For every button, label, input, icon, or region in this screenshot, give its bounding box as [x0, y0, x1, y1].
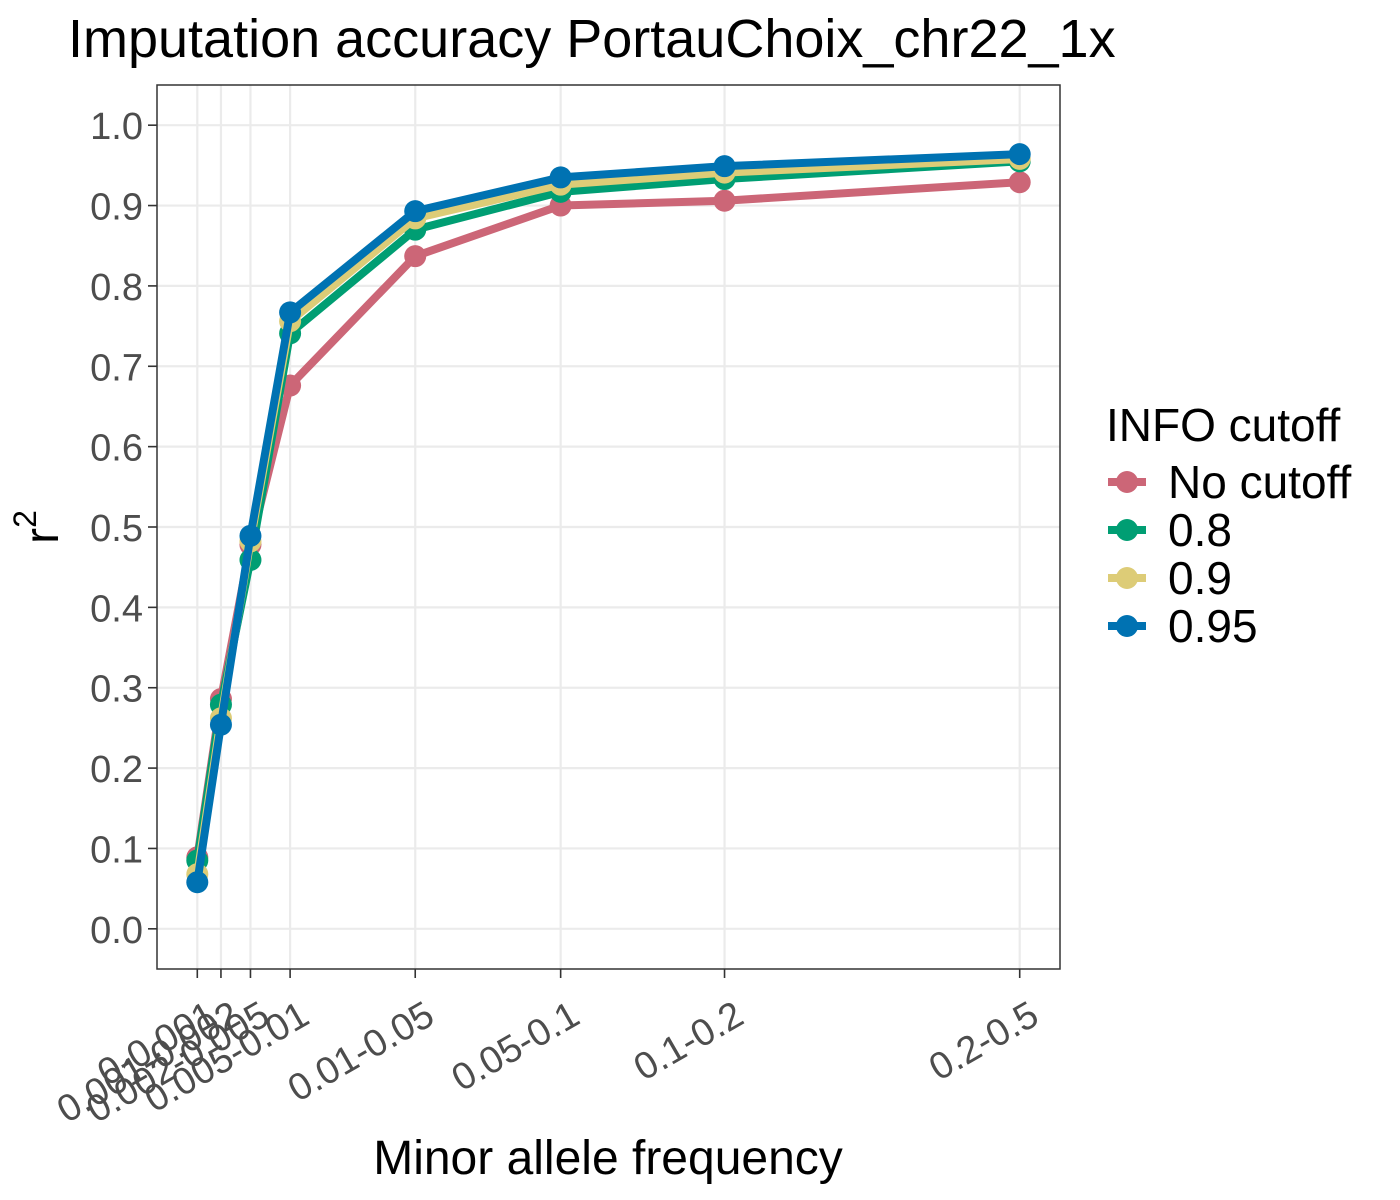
- y-tick-label: 0.3: [90, 669, 143, 711]
- data-point: [279, 301, 302, 324]
- x-tick-label: 0.2-0.5: [922, 994, 1045, 1090]
- legend-key-dot: [1116, 471, 1138, 493]
- grid-lines: [157, 85, 1060, 969]
- x-tick-label: 0.1-0.2: [627, 994, 750, 1090]
- chart-title: Imputation accuracy PortauChoix_chr22_1x: [68, 9, 1116, 69]
- y-tick-label: 0.9: [90, 187, 143, 229]
- legend-key-dot: [1116, 519, 1138, 541]
- data-point: [1008, 143, 1031, 166]
- legend-key: [1106, 554, 1148, 602]
- legend-label: 0.9: [1168, 552, 1232, 604]
- data-point: [713, 155, 736, 178]
- legend-key: [1106, 506, 1148, 554]
- legend-key-dot: [1116, 567, 1138, 589]
- legend-key-dot: [1116, 615, 1138, 637]
- legend-label: No cutoff: [1168, 456, 1352, 508]
- y-tick-label: 0.4: [90, 588, 143, 630]
- data-point: [186, 871, 209, 894]
- x-tick-label: 0.05-0.1: [445, 994, 587, 1100]
- y-tick-label: 0.8: [90, 267, 143, 309]
- data-point: [209, 713, 232, 736]
- data-point: [404, 200, 427, 223]
- y-tick-label: 0.0: [90, 910, 143, 952]
- data-point: [239, 524, 262, 547]
- series-line: [193, 157, 1024, 865]
- data-point: [404, 245, 427, 268]
- y-tick-label: 0.2: [90, 749, 143, 791]
- legend-items: No cutoff 0.8 0.9 0.95: [1106, 456, 1352, 652]
- y-tick-label: 0.1: [90, 829, 143, 871]
- legend-item: 0.9: [1106, 552, 1351, 604]
- series-lines: [186, 143, 1031, 894]
- series-0-8: [186, 150, 1031, 872]
- y-tick-label: 1.0: [90, 106, 143, 148]
- y-tick-label: 0.7: [90, 347, 143, 389]
- legend-item: 0.95: [1106, 600, 1351, 652]
- data-point: [1008, 171, 1031, 194]
- legend-label: 0.8: [1168, 504, 1232, 556]
- series-no-cutoff: [186, 171, 1031, 869]
- series-line: [193, 154, 1024, 879]
- legend-title: INFO cutoff: [1106, 399, 1341, 451]
- series-0-95: [186, 143, 1031, 894]
- y-axis-title: r2: [7, 510, 69, 544]
- legend-item: No cutoff: [1106, 456, 1352, 508]
- y-tick-label: 0.5: [90, 508, 143, 550]
- legend-item: 0.8: [1106, 504, 1351, 556]
- data-point: [549, 166, 572, 189]
- axes: 0.00.10.20.30.40.50.60.70.80.91.00-0.001…: [50, 106, 1045, 1131]
- series-0-9: [186, 147, 1031, 886]
- legend-key: [1106, 602, 1148, 650]
- series-line: [193, 150, 1024, 887]
- y-axis-title-superscript: 2: [7, 510, 43, 528]
- legend-key: [1106, 458, 1148, 506]
- data-point: [713, 189, 736, 212]
- x-axis-title: Minor allele frequency: [373, 1132, 843, 1185]
- legend: INFO cutoff No cutoff 0.8 0.9 0.95: [1106, 398, 1352, 652]
- legend-label: 0.95: [1168, 600, 1258, 652]
- y-tick-label: 0.6: [90, 428, 143, 470]
- y-axis-title-base: r: [16, 528, 69, 544]
